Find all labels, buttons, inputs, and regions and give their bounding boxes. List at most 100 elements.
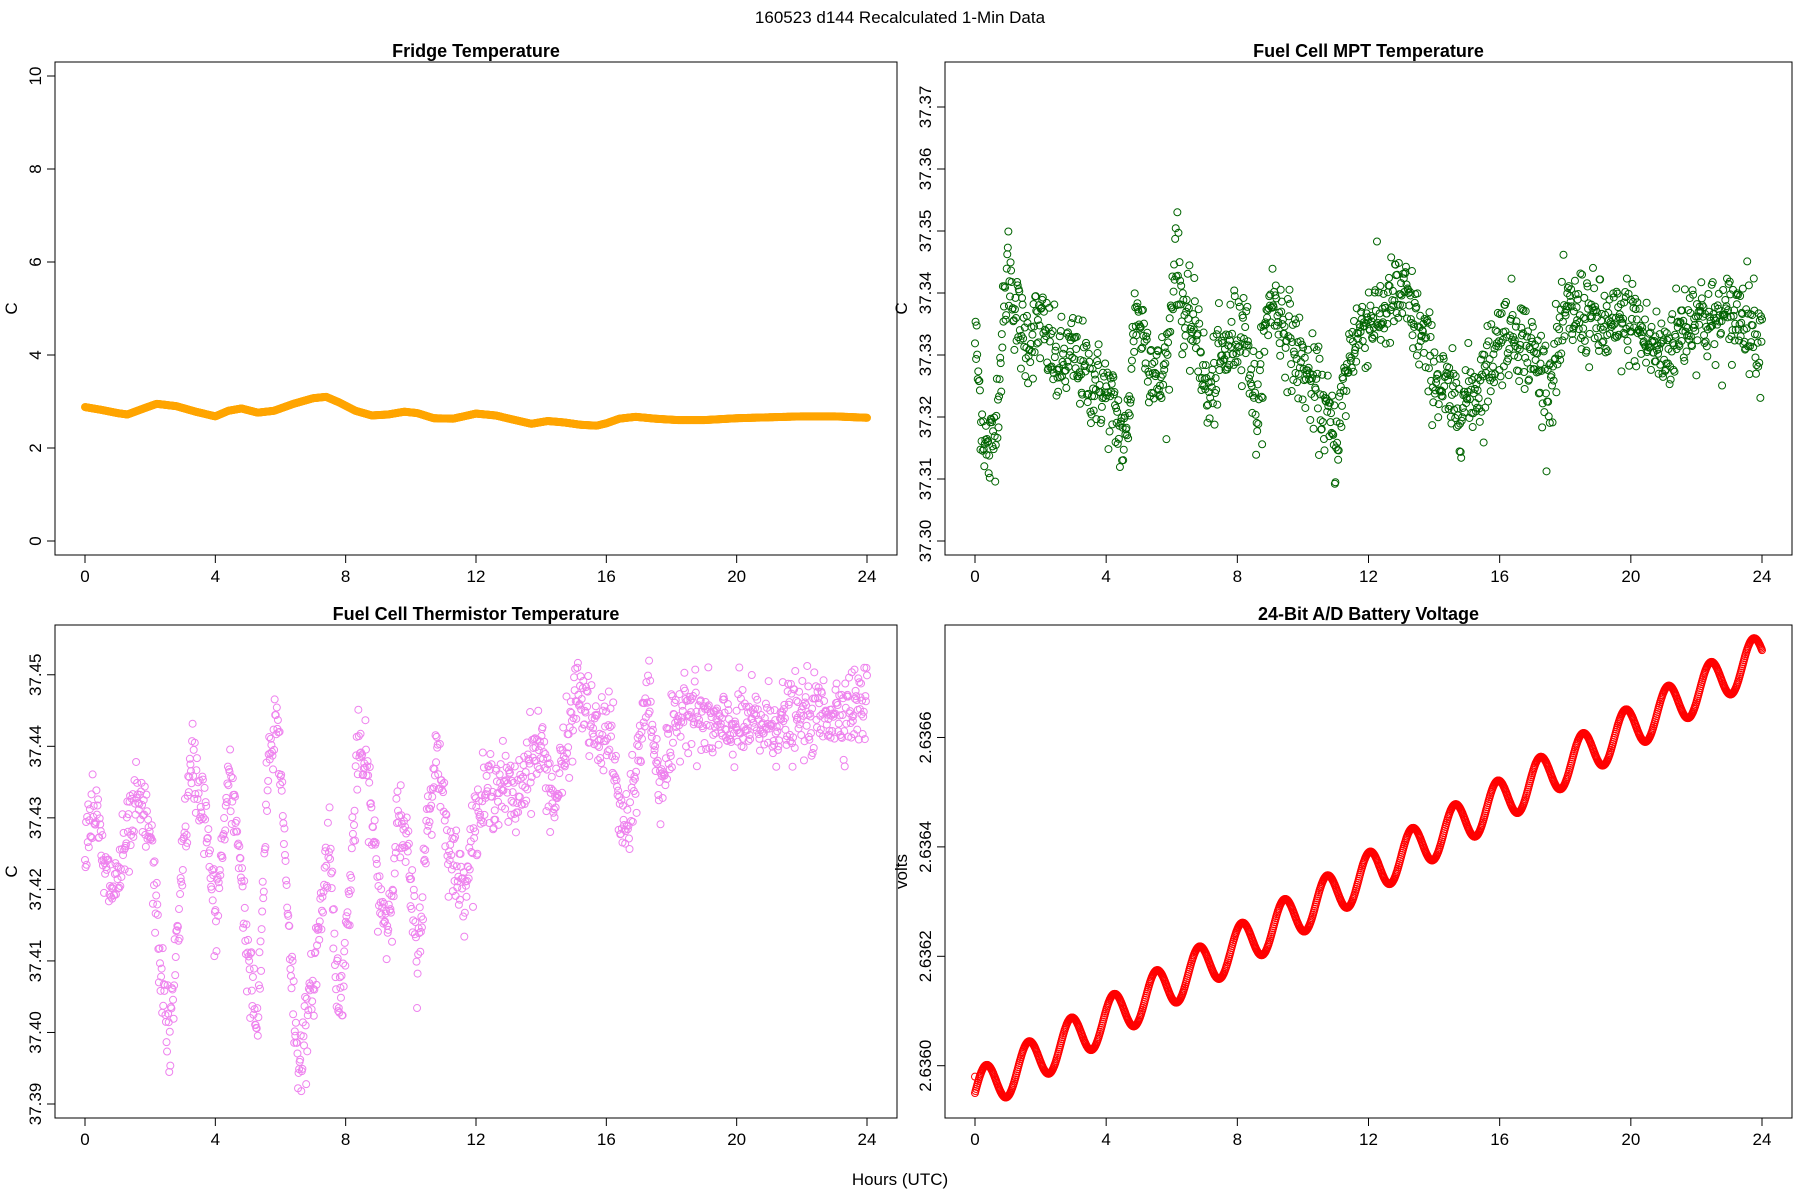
- data-point: [1376, 282, 1385, 291]
- data-point: [1203, 400, 1212, 409]
- data-point: [1177, 281, 1186, 290]
- data-point: [1474, 394, 1483, 403]
- y-tick-label: 4: [26, 350, 45, 359]
- data-point: [1068, 353, 1077, 362]
- data-point: [1249, 347, 1258, 356]
- data-point: [1187, 322, 1196, 331]
- data-point: [1206, 371, 1215, 380]
- y-tick-label: 0: [26, 536, 45, 545]
- data-point: [1063, 328, 1072, 337]
- data-point: [263, 786, 272, 795]
- data-point: [1385, 273, 1394, 282]
- data-point: [1078, 316, 1087, 325]
- data-point: [178, 865, 187, 874]
- data-point: [245, 956, 254, 965]
- data-point: [1138, 305, 1147, 314]
- data-point: [1072, 344, 1081, 353]
- data-point: [1749, 274, 1758, 283]
- data-point: [1088, 392, 1097, 401]
- data-point: [300, 1002, 309, 1011]
- data-point: [1003, 243, 1012, 252]
- data-point: [1255, 366, 1264, 375]
- data-point: [1253, 427, 1262, 436]
- data-point: [735, 663, 744, 672]
- data-point: [973, 350, 982, 359]
- data-point: [768, 749, 777, 758]
- data-point: [1166, 327, 1175, 336]
- data-point: [997, 387, 1006, 396]
- data-point: [1026, 358, 1035, 367]
- data-point: [278, 812, 287, 821]
- data-point: [1042, 332, 1051, 341]
- data-point: [1156, 373, 1165, 382]
- data-point: [1127, 356, 1136, 365]
- data-point: [1425, 308, 1434, 317]
- data-point: [1113, 439, 1122, 448]
- data-point: [802, 721, 811, 730]
- data-point: [1194, 367, 1203, 376]
- data-point: [1257, 392, 1266, 401]
- data-point: [418, 893, 427, 902]
- data-point: [1052, 391, 1061, 400]
- data-point: [1732, 300, 1741, 309]
- data-point: [1050, 353, 1059, 362]
- data-point: [1065, 351, 1074, 360]
- data-point: [1693, 336, 1702, 345]
- data-point: [326, 854, 335, 863]
- data-point: [604, 687, 613, 696]
- data-point: [323, 818, 332, 827]
- data-point: [511, 814, 520, 823]
- data-point: [1013, 277, 1022, 286]
- data-point: [993, 395, 1002, 404]
- data-point: [1255, 350, 1264, 359]
- data-point: [467, 801, 476, 810]
- data-point: [1197, 386, 1206, 395]
- data-point: [1214, 299, 1223, 308]
- data-point: [998, 343, 1007, 352]
- data-point: [1035, 321, 1044, 330]
- data-point: [88, 770, 97, 779]
- data-point: [1094, 340, 1103, 349]
- data-point: [1334, 455, 1343, 464]
- data-point: [1092, 415, 1101, 424]
- data-point: [1193, 329, 1202, 338]
- data-point: [1115, 463, 1124, 472]
- data-point: [1542, 467, 1551, 476]
- data-point: [1228, 329, 1237, 338]
- data-point: [1265, 292, 1274, 301]
- data-point: [1287, 360, 1296, 369]
- data-point: [1341, 412, 1350, 421]
- data-point: [1386, 338, 1395, 347]
- data-point: [302, 1080, 311, 1089]
- data-point: [1318, 417, 1327, 426]
- y-tick-label: 37.33: [916, 334, 935, 377]
- data-point: [1711, 361, 1720, 370]
- data-point: [629, 777, 638, 786]
- y-tick-label: 2.6364: [916, 821, 935, 873]
- data-point: [1037, 303, 1046, 312]
- data-point: [1360, 343, 1369, 352]
- data-point: [1163, 350, 1172, 359]
- plot-frame: [54, 624, 898, 1119]
- data-point: [1048, 326, 1057, 335]
- data-point: [82, 860, 91, 869]
- data-point: [996, 359, 1005, 368]
- data-point: [1033, 315, 1042, 324]
- x-tick-label: 24: [858, 567, 877, 586]
- panel-title: Fuel Cell MPT Temperature: [1253, 41, 1484, 61]
- data-point: [1622, 274, 1631, 283]
- x-tick-label: 24: [858, 1130, 877, 1149]
- data-point: [1098, 394, 1107, 403]
- data-point: [1275, 339, 1284, 348]
- data-point: [361, 716, 370, 725]
- data-point: [1232, 349, 1241, 358]
- data-point: [351, 762, 360, 771]
- data-point: [1055, 332, 1064, 341]
- data-point: [175, 905, 184, 914]
- data-point: [1141, 359, 1150, 368]
- data-point: [1475, 417, 1484, 426]
- data-point: [728, 750, 737, 759]
- data-point: [119, 828, 128, 837]
- data-point: [265, 733, 274, 742]
